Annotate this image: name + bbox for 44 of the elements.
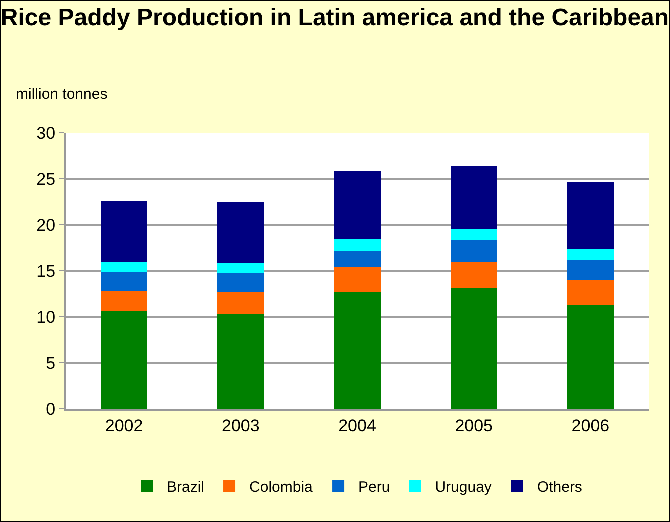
x-tick-label: 2006: [572, 416, 610, 436]
x-tick-label: 2004: [338, 416, 376, 436]
legend-label: Brazil: [167, 478, 205, 496]
x-tick-label: 2005: [455, 416, 494, 436]
bar: [450, 230, 498, 241]
bar: [450, 240, 498, 263]
bar: [334, 172, 381, 239]
bar: [450, 166, 498, 230]
bar: [218, 292, 264, 314]
bar: [334, 238, 381, 251]
bar: [567, 248, 614, 260]
bar: [100, 201, 148, 263]
bar: [334, 250, 381, 268]
y-tick-label: 5: [46, 354, 56, 373]
bar: [218, 314, 264, 409]
bar: [450, 262, 498, 288]
bar: [450, 288, 498, 409]
bar: [567, 280, 614, 306]
y-tick-label: 20: [36, 216, 56, 235]
x-tick-label: 2003: [222, 416, 260, 436]
legend-label: Others: [537, 478, 582, 496]
bar: [218, 264, 264, 273]
bar: [218, 272, 264, 292]
bar: [567, 260, 614, 280]
bar: [218, 202, 264, 264]
legend-label: Uruguay: [435, 478, 492, 496]
chart-title: Rice Paddy Production in Latin america and the Caribbean: [0, 4, 670, 32]
x-tick-label: 2002: [105, 416, 144, 436]
bar: [334, 267, 381, 292]
y-tick-label: 0: [46, 400, 56, 419]
bar: [100, 311, 148, 409]
bar: [567, 305, 614, 409]
bar: [100, 272, 148, 292]
y-tick-label: 30: [36, 124, 56, 143]
y-tick-label: 15: [36, 262, 56, 281]
bar: [100, 262, 148, 272]
bar: [100, 291, 148, 312]
bar: [334, 292, 381, 409]
bar: [567, 182, 614, 249]
legend-label: Peru: [358, 478, 390, 496]
y-tick-label: 25: [36, 170, 56, 189]
y-tick-label: 10: [36, 308, 56, 327]
legend-label: Colombia: [250, 478, 314, 496]
y-axis-title: million tonnes: [16, 86, 108, 103]
